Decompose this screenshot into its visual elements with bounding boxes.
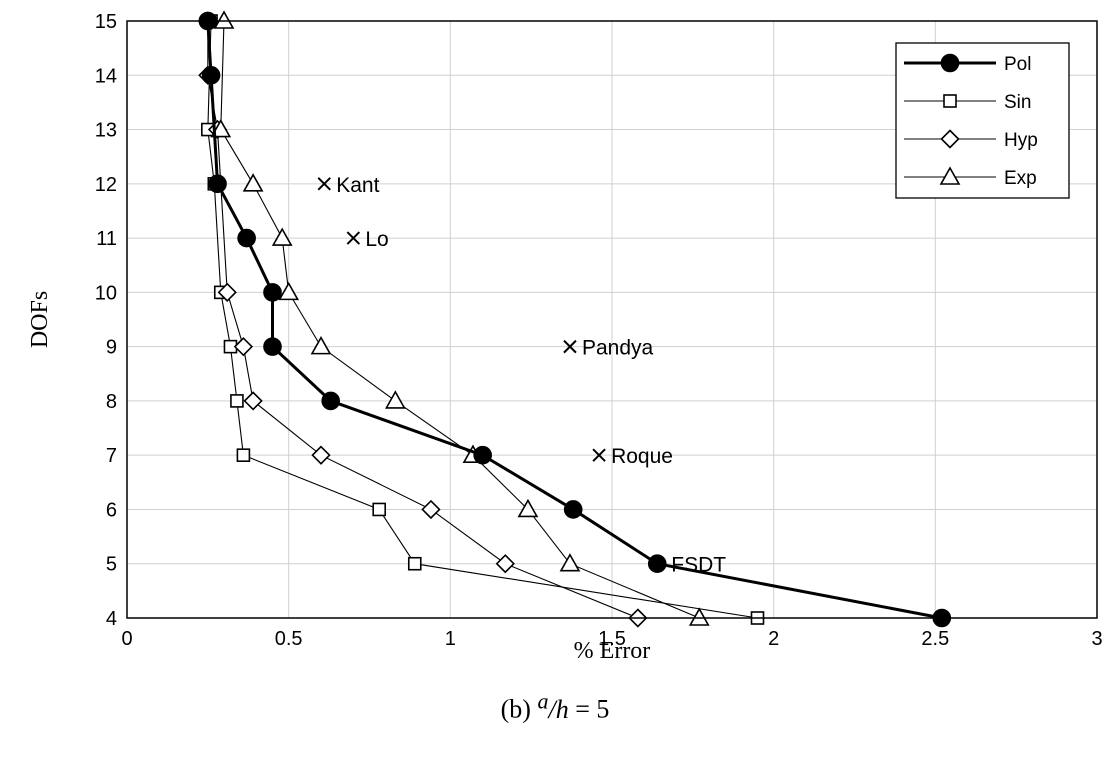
data-point-sin bbox=[230, 394, 244, 408]
data-point-exp bbox=[271, 227, 293, 246]
x-tick-label: 0.5 bbox=[275, 628, 303, 650]
y-tick-label: 15 bbox=[95, 11, 117, 33]
data-point-pol bbox=[321, 391, 341, 411]
data-point-pol bbox=[263, 337, 282, 356]
chart-canvas: 0 0.5 1 1.5 2 2.5 3 4 5 6 7 8 9 10 11 12 13 14 15 Kant Lo Pa… bbox=[27, 10, 1103, 664]
y-axis-label: DOFs bbox=[27, 291, 53, 348]
y-tick-label: 12 bbox=[95, 174, 117, 196]
series-line-pol bbox=[206, 20, 943, 620]
legend-label: Hyp bbox=[1004, 130, 1038, 151]
data-point-hyp bbox=[421, 499, 441, 520]
series-line-sin bbox=[207, 20, 758, 619]
annotation-marker bbox=[346, 231, 361, 245]
x-tick-label: 3 bbox=[1091, 628, 1102, 650]
data-point-pol bbox=[263, 283, 282, 302]
y-tick-label: 11 bbox=[96, 228, 117, 250]
annotation-label: FSDT bbox=[671, 554, 726, 577]
legend-item-sin: Sin bbox=[904, 92, 1031, 113]
data-point-hyp bbox=[495, 554, 515, 574]
data-point-sin bbox=[372, 502, 387, 517]
plot-frame bbox=[126, 20, 1098, 619]
data-point-pol bbox=[647, 554, 667, 574]
data-point-exp bbox=[517, 498, 539, 518]
figure-caption: (b) a/h = 5 bbox=[0, 688, 1110, 725]
x-tick-label: 2.5 bbox=[921, 628, 949, 650]
tick-labels: 0 0.5 1 1.5 2 2.5 3 4 5 6 7 8 9 10 11 12 13 14 15 bbox=[95, 11, 1103, 650]
series-pol bbox=[198, 11, 952, 628]
data-point-exp bbox=[242, 173, 264, 192]
legend-marker bbox=[940, 129, 960, 149]
caption-ratio: a/h bbox=[537, 688, 569, 724]
y-tick-label: 13 bbox=[95, 120, 117, 142]
data-point-pol bbox=[237, 228, 256, 248]
data-point-sin bbox=[236, 448, 251, 462]
caption-suffix: = 5 bbox=[568, 694, 610, 724]
y-tick-label: 14 bbox=[95, 65, 117, 87]
data-point-pol bbox=[201, 65, 221, 85]
annotation-marker bbox=[563, 339, 577, 354]
legend-item-exp: Exp bbox=[904, 166, 1037, 189]
series-layer bbox=[198, 10, 952, 628]
annotation-marker bbox=[317, 177, 331, 191]
y-tick-label: 8 bbox=[106, 391, 117, 413]
data-point-exp bbox=[384, 390, 406, 409]
data-point-pol bbox=[563, 500, 583, 519]
legend-box bbox=[895, 42, 1070, 199]
data-point-exp bbox=[210, 118, 232, 138]
caption-numerator: a bbox=[537, 688, 549, 713]
caption-prefix: (b) bbox=[500, 694, 538, 724]
data-point-pol bbox=[473, 445, 492, 465]
data-point-pol bbox=[208, 174, 227, 194]
y-tick-label: 6 bbox=[106, 499, 117, 521]
legend: Pol Sin Hyp Exp bbox=[895, 42, 1070, 199]
data-point-hyp bbox=[233, 337, 254, 357]
data-point-hyp bbox=[311, 445, 331, 465]
data-point-exp bbox=[559, 553, 581, 572]
data-point-exp bbox=[688, 607, 710, 626]
caption-denominator: h bbox=[555, 694, 569, 724]
legend-item-hyp: Hyp bbox=[904, 129, 1038, 151]
legend-marker bbox=[943, 94, 957, 108]
legend-label: Pol bbox=[1004, 54, 1031, 75]
x-tick-label: 0 bbox=[121, 628, 132, 650]
data-point-hyp bbox=[243, 391, 263, 411]
x-axis-label: % Error bbox=[574, 638, 651, 664]
annotation-label: Roque bbox=[611, 445, 673, 468]
legend-item-pol: Pol bbox=[904, 53, 1031, 75]
data-point-hyp bbox=[217, 282, 237, 302]
series-hyp bbox=[198, 11, 648, 628]
annotation-label: Lo bbox=[365, 228, 388, 251]
x-tick-label: 1 bbox=[445, 628, 456, 650]
caption-slash: / bbox=[548, 694, 556, 724]
x-tick-label: 1.5 bbox=[598, 628, 626, 650]
series-line-exp bbox=[220, 20, 700, 619]
annotation-label: Kant bbox=[336, 174, 379, 197]
series-exp bbox=[210, 10, 710, 626]
annotation-marker bbox=[592, 448, 606, 462]
legend-marker bbox=[940, 53, 960, 73]
data-point-sin bbox=[407, 556, 422, 571]
annotation-label: Pandya bbox=[582, 337, 654, 360]
series-sin bbox=[201, 14, 765, 625]
data-point-exp bbox=[278, 281, 300, 301]
data-point-exp bbox=[213, 10, 235, 29]
legend-marker bbox=[939, 166, 961, 185]
data-point-exp bbox=[310, 336, 332, 355]
legend-label: Exp bbox=[1004, 168, 1037, 189]
x-tick-label: 2 bbox=[768, 628, 779, 650]
legend-label: Sin bbox=[1004, 92, 1031, 113]
y-tick-label: 4 bbox=[106, 608, 117, 630]
y-tick-label: 10 bbox=[95, 282, 117, 304]
y-tick-label: 7 bbox=[106, 445, 117, 467]
annotations: Kant Lo Pandya Roque FSDT bbox=[317, 174, 726, 577]
y-tick-label: 9 bbox=[106, 337, 117, 359]
y-tick-label: 5 bbox=[106, 554, 117, 576]
